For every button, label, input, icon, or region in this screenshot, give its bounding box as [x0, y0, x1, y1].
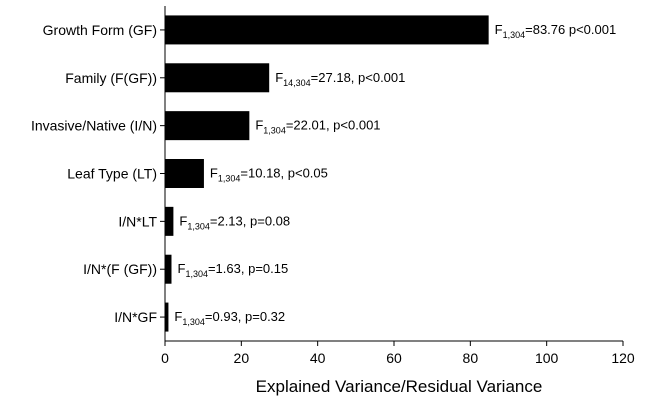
category-label: I/N*LT	[118, 213, 157, 229]
degrees-of-freedom: 1,304	[503, 30, 526, 40]
test-statistic: =22.01, p<0.001	[286, 118, 381, 133]
bars	[165, 15, 489, 332]
test-statistic: =2.13, p=0.08	[210, 213, 290, 228]
bar-annotation: F1,304=2.13, p=0.08	[179, 213, 290, 231]
degrees-of-freedom: 1,304	[263, 126, 286, 136]
x-axis-title: Explained Variance/Residual Variance	[256, 377, 543, 396]
f-symbol: F	[179, 213, 187, 228]
test-statistic: =1.63, p=0.15	[208, 261, 288, 276]
x-tick-label: 40	[310, 350, 326, 366]
bar-annotation: F1,304=83.76 p<0.001	[495, 22, 617, 40]
x-tick-label: 20	[234, 350, 250, 366]
x-tick-label: 120	[611, 350, 635, 366]
f-symbol: F	[275, 70, 283, 85]
degrees-of-freedom: 1,304	[218, 174, 241, 184]
bar	[165, 159, 204, 188]
f-symbol: F	[255, 118, 263, 133]
bar-annotation: F1,304=10.18, p<0.05	[210, 166, 328, 184]
category-label: Leaf Type (LT)	[67, 166, 157, 182]
bar	[165, 15, 489, 45]
test-statistic: =27.18, p<0.001	[311, 70, 406, 85]
test-statistic: =83.76 p<0.001	[525, 22, 616, 37]
f-symbol: F	[210, 166, 218, 181]
x-tick-label: 100	[535, 350, 559, 366]
test-statistic: =0.93, p=0.32	[205, 309, 285, 324]
category-label: Family (F(GF))	[65, 70, 157, 86]
bar-annotation: F1,304=22.01, p<0.001	[255, 118, 380, 136]
bar	[165, 111, 250, 141]
bar	[165, 206, 174, 236]
category-label: Growth Form (GF)	[43, 22, 157, 38]
bar-annotation: F1,304=1.63, p=0.15	[177, 261, 288, 279]
f-symbol: F	[177, 261, 185, 276]
category-label: I/N*(F (GF))	[83, 261, 157, 277]
category-labels: Growth Form (GF) Family (F(GF)) Invasive/N…	[31, 22, 165, 325]
category-label: Invasive/Native (I/N)	[31, 118, 157, 134]
x-tick-label: 60	[386, 350, 402, 366]
f-symbol: F	[174, 309, 182, 324]
bar	[165, 254, 172, 284]
x-tick-label: 0	[161, 350, 169, 366]
bar-annotation: F14,304=27.18, p<0.001	[275, 70, 405, 88]
degrees-of-freedom: 1,304	[187, 221, 210, 231]
f-symbol: F	[495, 22, 503, 37]
x-axis: 0 20 40 60 80 100 120	[161, 341, 635, 366]
degrees-of-freedom: 1,304	[185, 269, 208, 279]
bar-annotation: F1,304=0.93, p=0.32	[174, 309, 285, 327]
category-label: I/N*GF	[114, 309, 157, 325]
test-statistic: =10.18, p<0.05	[240, 166, 327, 181]
degrees-of-freedom: 14,304	[283, 78, 311, 88]
bar	[165, 63, 270, 93]
bar	[165, 302, 169, 332]
degrees-of-freedom: 1,304	[182, 317, 205, 327]
x-tick-label: 80	[463, 350, 479, 366]
